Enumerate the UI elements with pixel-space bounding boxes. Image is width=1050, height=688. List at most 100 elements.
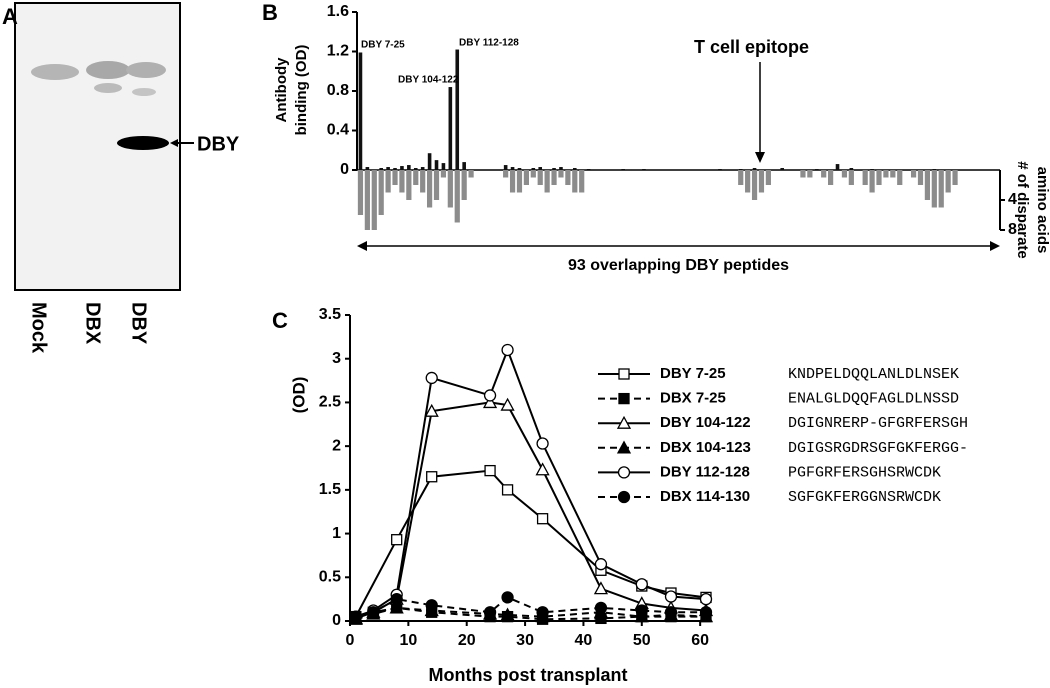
marker (699, 592, 713, 606)
y-axis-label: binding (OD) (293, 45, 310, 136)
bar (531, 168, 536, 170)
y-tick-label: 0.4 (327, 122, 349, 139)
marker (594, 558, 608, 571)
blot-band (31, 64, 79, 80)
bar (642, 169, 646, 170)
marker (635, 578, 648, 591)
legend-sequence: PGFGRFERSGHSRWCDK (788, 464, 941, 481)
y2-axis-label: # of disparate (1014, 161, 1031, 259)
bar (835, 164, 840, 170)
bar (510, 167, 515, 170)
blot-band (86, 61, 130, 79)
bar (413, 168, 418, 170)
bar (758, 170, 765, 193)
bar (392, 170, 398, 185)
bar (558, 170, 564, 178)
marker (391, 534, 403, 546)
bar (455, 49, 460, 170)
bar (932, 169, 937, 170)
marker (501, 343, 514, 357)
bar (537, 170, 543, 185)
bar (386, 167, 390, 170)
bar (551, 170, 557, 185)
x-tick-label: 20 (458, 632, 476, 649)
bar (365, 167, 370, 170)
bar (517, 168, 522, 170)
bar (814, 169, 819, 170)
x-tick-label: 60 (691, 632, 709, 649)
bar (420, 170, 426, 193)
bar (890, 170, 896, 178)
annotation: DBY 112-128 (459, 38, 519, 49)
blot-band (126, 62, 166, 78)
annotation: DBY 104-122 (398, 75, 459, 86)
blot-arrowhead (170, 139, 178, 147)
y-tick-label: 1.2 (327, 43, 349, 60)
bar (931, 170, 937, 208)
bar (849, 168, 854, 170)
legend-sequence: DGIGSRGDRSGFGKFERGG- (788, 440, 968, 457)
marker (699, 606, 713, 619)
bar (462, 162, 466, 170)
y-axis-label: (OD) (289, 377, 308, 414)
marker (616, 415, 632, 429)
marker (367, 606, 380, 619)
marker (390, 592, 403, 606)
legend-label: DBY 7-25 (660, 365, 726, 382)
marker (618, 368, 630, 380)
bar (434, 160, 439, 170)
bar (433, 170, 440, 200)
y-axis-label: Antibody (273, 57, 290, 123)
marker (501, 591, 514, 604)
bar (862, 170, 868, 185)
bar (378, 170, 384, 215)
bar (420, 167, 425, 170)
marker (594, 601, 608, 615)
legend-label: DBX 7-25 (660, 390, 726, 407)
marker (483, 389, 497, 402)
bar (952, 170, 958, 185)
bar (807, 170, 813, 178)
bar (379, 168, 383, 170)
bar (572, 170, 578, 193)
bar (400, 166, 404, 170)
marker (425, 599, 438, 612)
legend-label: DBY 112-128 (660, 463, 750, 480)
bar (780, 168, 785, 170)
bar (841, 170, 848, 178)
bar (848, 170, 854, 185)
legend-sequence: KNDPELDQQLANLDLNSEK (788, 366, 959, 383)
lane-label: DBX (82, 302, 104, 345)
bar (924, 170, 931, 200)
marker (389, 600, 404, 614)
bar (448, 87, 453, 170)
marker (482, 395, 498, 409)
marker (500, 607, 515, 621)
bar (800, 170, 806, 178)
x-tick-label: 50 (633, 632, 651, 649)
bar (751, 170, 758, 200)
y-tick-label: 1.5 (319, 481, 341, 498)
y-tick-label: 0.5 (319, 569, 341, 586)
y-tick-label: 3.5 (319, 306, 341, 323)
bar (454, 170, 460, 223)
annotation-arrowhead (755, 152, 765, 163)
marker (635, 604, 648, 617)
bar (870, 169, 874, 170)
marker (618, 392, 630, 405)
marker (349, 610, 362, 623)
bar (828, 170, 834, 185)
y-tick-label: 0.8 (327, 82, 349, 99)
x-axis-label: 93 overlapping DBY peptides (568, 257, 789, 274)
marker (483, 606, 497, 619)
bar (552, 168, 556, 170)
bar (738, 169, 743, 170)
bar (752, 168, 757, 170)
bar (371, 170, 377, 230)
y2-tick-label: 4 (1008, 191, 1017, 208)
bar (538, 167, 543, 170)
y-tick-label: 1.6 (327, 3, 349, 20)
bar (385, 170, 391, 193)
bar (509, 170, 516, 193)
